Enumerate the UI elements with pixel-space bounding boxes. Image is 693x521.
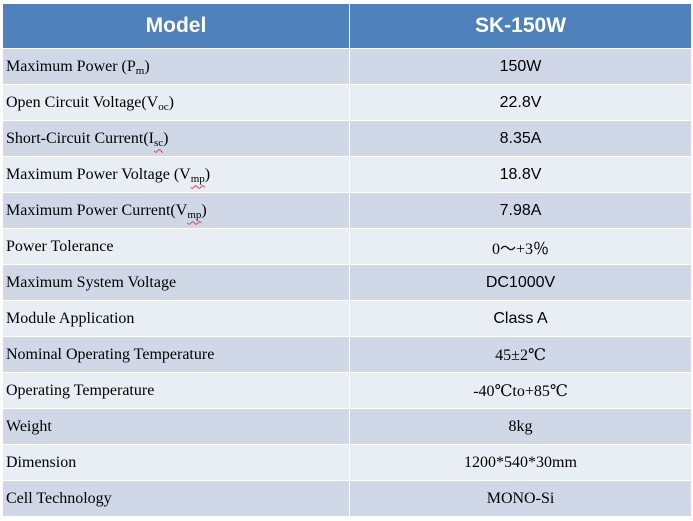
row-label: Module Application: [2, 300, 350, 337]
table-row: Module Application Class A: [2, 300, 692, 337]
table-row: Nominal Operating Temperature 45±2℃: [2, 336, 692, 373]
row-label: Maximum Power (Pm): [2, 48, 350, 85]
table-row: Power Tolerance 0～+3％: [2, 228, 692, 265]
row-label: Weight: [2, 408, 350, 445]
table-row: Open Circuit Voltage(Voc) 22.8V: [2, 84, 692, 121]
row-value: 150W: [349, 48, 692, 85]
row-label: Dimension: [2, 444, 350, 481]
header-row: Model SK-150W: [2, 3, 692, 49]
row-value: 1200*540*30mm: [349, 444, 692, 481]
table-row: Dimension 1200*540*30mm: [2, 444, 692, 481]
row-value: 8kg: [349, 408, 692, 445]
row-label: Open Circuit Voltage(Voc): [2, 84, 350, 121]
table-row: Maximum Power (Pm) 150W: [2, 48, 692, 85]
row-label: Maximum System Voltage: [2, 264, 350, 301]
table-row: Cell Technology MONO-Si: [2, 480, 692, 517]
row-value: 8.35A: [349, 120, 692, 157]
row-label: Cell Technology: [2, 480, 350, 517]
table-row: Maximum Power Voltage (Vmp) 18.8V: [2, 156, 692, 193]
row-value: 7.98A: [349, 192, 692, 229]
row-label: Nominal Operating Temperature: [2, 336, 350, 373]
table-row: Operating Temperature -40℃to+85℃: [2, 372, 692, 409]
row-label: Short-Circuit Current(Isc): [2, 120, 350, 157]
table-row: Maximum System Voltage DC1000V: [2, 264, 692, 301]
table-row: Maximum Power Current(Vmp) 7.98A: [2, 192, 692, 229]
row-label: Power Tolerance: [2, 228, 350, 265]
model-header-value: SK-150W: [349, 3, 692, 49]
row-value: 22.8V: [349, 84, 692, 121]
row-value: 45±2℃: [349, 336, 692, 373]
row-value: MONO-Si: [349, 480, 692, 517]
row-label: Maximum Power Voltage (Vmp): [2, 156, 350, 193]
row-value: 18.8V: [349, 156, 692, 193]
row-label: Operating Temperature: [2, 372, 350, 409]
row-value: DC1000V: [349, 264, 692, 301]
table-row: Short-Circuit Current(Isc) 8.35A: [2, 120, 692, 157]
row-label: Maximum Power Current(Vmp): [2, 192, 350, 229]
spec-table: Model SK-150W Maximum Power (Pm) 150W Op…: [2, 3, 692, 517]
row-value: -40℃to+85℃: [349, 372, 692, 409]
model-header-label: Model: [2, 3, 350, 49]
row-value: 0～+3％: [349, 228, 692, 265]
table-row: Weight 8kg: [2, 408, 692, 445]
row-value: Class A: [349, 300, 692, 337]
